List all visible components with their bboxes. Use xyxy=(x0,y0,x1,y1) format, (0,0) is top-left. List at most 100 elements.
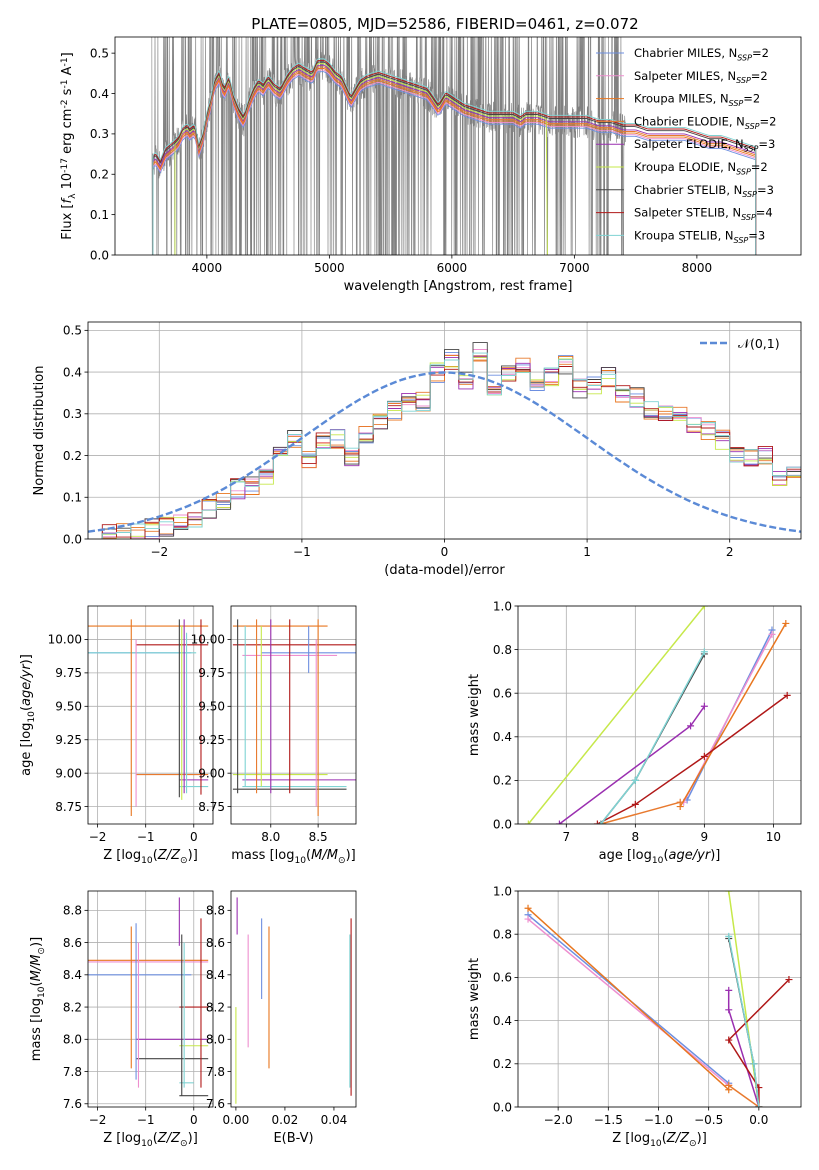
y-tick-label: 9.25 xyxy=(55,733,82,747)
model-spectrum-line xyxy=(152,69,757,255)
marker-plus xyxy=(785,976,793,984)
residual-histogram-step xyxy=(101,352,801,539)
residual-histogram-step xyxy=(101,356,801,539)
y-axis-label: Normed distribution xyxy=(32,366,47,496)
marker-plus xyxy=(700,752,708,760)
y-tick-label: 9.50 xyxy=(55,700,82,714)
marker-plus xyxy=(524,915,532,923)
y-tick-label: 0.2 xyxy=(90,168,109,182)
weight-Z-line xyxy=(527,907,730,1091)
model-spectrum-line xyxy=(152,58,757,255)
residual-histogram-step xyxy=(101,355,801,539)
y-tick-label: 9.75 xyxy=(55,666,82,680)
x-tick-label: 8.0 xyxy=(261,830,280,844)
axes-overlay-residuals: −2 −1 0 1 2 0.0 0.1 0.2 0.3 0.4 0.5 (data-model)/er… xyxy=(32,321,802,578)
x-tick-label: −2 xyxy=(89,1113,107,1127)
x-tick-label: 0.0 xyxy=(749,1113,768,1127)
y-tick-label: 8.8 xyxy=(63,904,82,918)
chart-weight-vs-age: 7 8 9 10 0.0 0.2 0.4 0.6 0.8 1.0 age [log10​(age/y… xyxy=(467,599,802,866)
y-tick-label: 1.0 xyxy=(493,599,512,613)
chart-age-vs-mass: 8.0 8.5 8.75 9.00 9.25 9.50 9.75 10.00 mass [log… xyxy=(191,605,357,866)
plot-area-weight-vs-Z xyxy=(524,891,793,1107)
x-tick-label: 8000 xyxy=(682,261,713,275)
marker-plus xyxy=(555,820,563,824)
legend-label: 𝒩(0,1) xyxy=(738,336,780,351)
marker-plus xyxy=(783,691,791,699)
y-axis-label: age [log10​(age/yr)] xyxy=(19,654,37,776)
axes-frame xyxy=(230,605,357,825)
y-tick-label: 8.2 xyxy=(63,1000,82,1014)
x-axis-label: age [log10​(age/yr)] xyxy=(599,848,721,866)
y-tick-label: 0.8 xyxy=(493,643,512,657)
axes-overlay-age-vs-Z: −2 −1 0 8.75 9.00 9.25 9.50 9.75 10.00 Z [log10​(… xyxy=(19,605,214,866)
axes-overlay-weight-vs-age: 7 8 9 10 0.0 0.2 0.4 0.6 0.8 1.0 age [log10​(age/y… xyxy=(467,599,802,866)
axes-overlay-mass-vs-EBV: 0.00 0.02 0.04 7.6 7.8 8.0 8.2 8.4 8.6 8.8 E(B-V) xyxy=(206,890,357,1146)
marker-plus xyxy=(687,722,695,730)
y-tick-label: 0.1 xyxy=(90,208,109,222)
x-tick-label: 0 xyxy=(190,1113,198,1127)
marker-plus xyxy=(524,904,532,912)
legend-label: Salpeter MILES, NSSP​=2 xyxy=(634,69,768,85)
marker-plus xyxy=(597,820,605,824)
axes-frame xyxy=(517,605,802,825)
y-tick-label: 8.2 xyxy=(206,1000,225,1014)
y-tick-label: 0.2 xyxy=(493,774,512,788)
y-tick-label: 0.5 xyxy=(63,324,82,338)
x-tick-label: −2.0 xyxy=(544,1113,573,1127)
legend-label: Kroupa ELODIE, NSSP​=2 xyxy=(634,160,768,176)
weight-age-line xyxy=(600,651,706,824)
y-tick-label: 8.6 xyxy=(63,936,82,950)
x-tick-label: 9 xyxy=(701,830,709,844)
y-tick-label: 9.00 xyxy=(55,766,82,780)
y-tick-label: 7.8 xyxy=(63,1065,82,1079)
weight-Z-line xyxy=(727,891,760,1107)
legend-label: Chabrier ELODIE, NSSP​=2 xyxy=(634,114,776,130)
x-tick-label: 0.02 xyxy=(272,1113,299,1127)
chart-age-vs-Z: −2 −1 0 8.75 9.00 9.25 9.50 9.75 10.00 Z [log10​(… xyxy=(19,605,214,866)
y-tick-label: 7.6 xyxy=(63,1097,82,1111)
residual-histogram-step xyxy=(101,351,801,539)
marker-plus xyxy=(700,606,708,610)
x-axis-label: E(B-V) xyxy=(273,1131,313,1146)
y-tick-label: 0.4 xyxy=(493,730,512,744)
x-axis-label: wavelength [Angstrom, rest frame] xyxy=(344,279,573,294)
marker-plus xyxy=(593,820,601,824)
y-tick-label: 0.6 xyxy=(493,971,512,985)
weight-Z-line xyxy=(727,979,790,1107)
marker-plus xyxy=(631,800,639,808)
y-tick-label: 0.4 xyxy=(63,365,82,379)
marker-plus xyxy=(782,619,790,627)
x-tick-label: 1 xyxy=(583,545,591,559)
y-tick-label: 0.2 xyxy=(63,449,82,463)
weight-age-line xyxy=(679,623,787,807)
marker-plus xyxy=(725,986,733,994)
weight-age-line xyxy=(527,606,705,824)
y-tick-label: 0.1 xyxy=(63,491,82,505)
x-tick-label: −2 xyxy=(150,545,168,559)
marker-plus xyxy=(524,820,532,824)
axes-frame xyxy=(114,36,802,256)
weight-age-line xyxy=(600,801,681,824)
plot-area-age-vs-mass xyxy=(232,619,356,816)
y-tick-label: 0.0 xyxy=(493,1100,512,1114)
y-tick-label: 0.0 xyxy=(63,532,82,546)
x-tick-label: 7 xyxy=(562,830,570,844)
y-tick-label: 8.75 xyxy=(55,800,82,814)
legend-label: Salpeter ELODIE, NSSP​=3 xyxy=(634,137,775,153)
y-tick-label: 0.3 xyxy=(63,407,82,421)
plot-area-mass-vs-Z xyxy=(88,897,209,1097)
y-tick-label: 0.0 xyxy=(90,248,109,262)
y-axis-label: mass weight xyxy=(467,674,482,756)
x-tick-label: 0.04 xyxy=(321,1113,348,1127)
legend-label: Kroupa MILES, NSSP​=2 xyxy=(634,92,760,108)
x-tick-label: 8 xyxy=(632,830,640,844)
marker-plus xyxy=(755,1103,763,1107)
x-tick-label: 0.00 xyxy=(223,1113,250,1127)
x-tick-label: −0.5 xyxy=(694,1113,723,1127)
model-spectrum-line xyxy=(152,59,757,255)
y-tick-label: 9.25 xyxy=(198,733,225,747)
marker-plus xyxy=(700,648,708,656)
residual-histogram-step xyxy=(101,355,801,539)
legend-label: Kroupa STELIB, NSSP​=3 xyxy=(634,228,765,244)
chart-mass-vs-Z: −2 −1 0 7.6 7.8 8.0 8.2 8.4 8.6 8.8 Z [log10​(Z/Z⊙… xyxy=(29,890,214,1149)
